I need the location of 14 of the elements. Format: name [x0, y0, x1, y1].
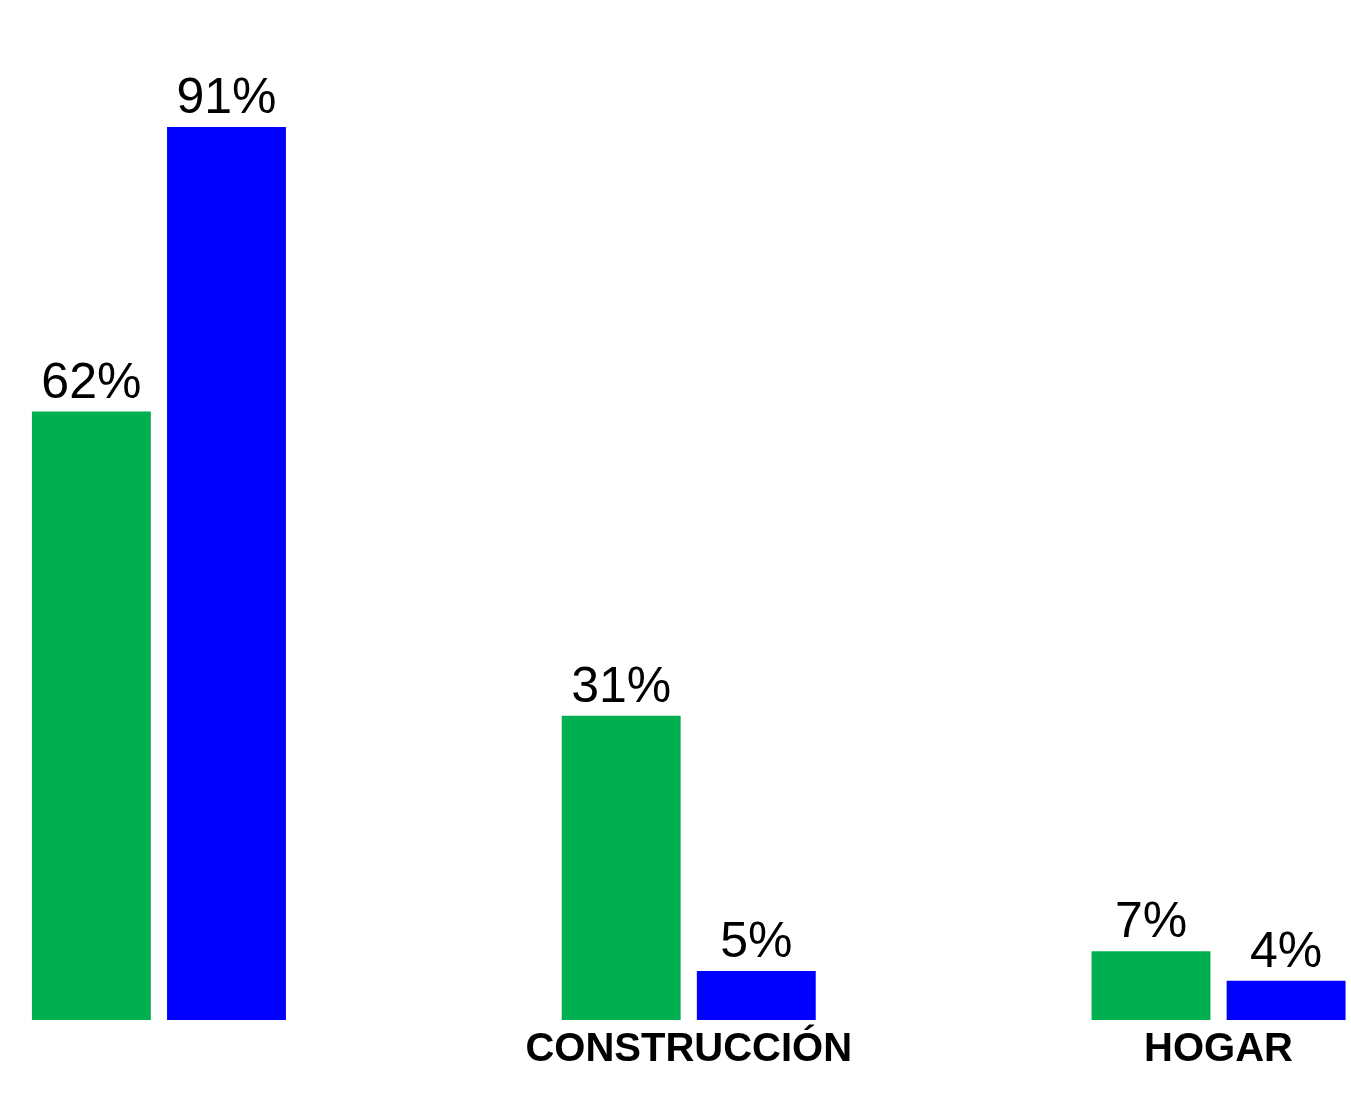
data-label: 5% [720, 911, 793, 968]
bar [1091, 951, 1211, 1020]
data-label: 62% [41, 352, 142, 409]
bar [561, 715, 681, 1020]
data-label: 7% [1114, 892, 1188, 949]
x-tick-label: CONSTRUCCIÓN [525, 1024, 853, 1069]
data-label: 4% [1249, 921, 1323, 978]
bar [1226, 980, 1346, 1020]
bar [167, 127, 286, 1020]
data-label: 91% [176, 68, 277, 124]
bar [696, 970, 816, 1020]
x-tick-label: HOGAR [1144, 1025, 1294, 1069]
data-label: 31% [571, 656, 672, 713]
bar [31, 411, 151, 1020]
